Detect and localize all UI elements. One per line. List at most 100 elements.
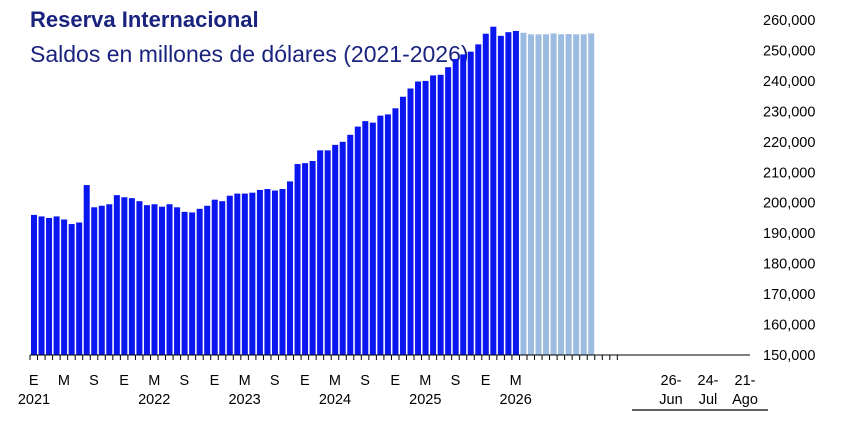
monthly-bar — [460, 54, 467, 355]
y-tick-label: 240,000 — [763, 74, 815, 90]
y-tick-label: 230,000 — [763, 104, 815, 120]
x-axis-labels: E M S E M S E M S E M S E M S E M 2021 2022 2023 2024 2025 202… — [18, 373, 758, 408]
weekly-bar — [580, 34, 587, 356]
monthly-bar — [151, 204, 158, 355]
monthly-bar — [467, 51, 474, 356]
x-month-label: S — [89, 373, 99, 389]
monthly-bar — [61, 219, 68, 355]
monthly-bar — [226, 195, 233, 355]
monthly-bar — [143, 205, 150, 355]
x-month-label: M — [510, 373, 522, 389]
monthly-bar — [256, 189, 263, 355]
monthly-bar — [415, 81, 422, 356]
x-month-label: S — [270, 373, 280, 389]
monthly-bar — [497, 35, 504, 356]
monthly-bar — [38, 216, 45, 355]
monthly-bar — [211, 199, 218, 355]
monthly-bar — [452, 58, 459, 355]
x-year-label: 2022 — [138, 392, 170, 408]
monthly-bar — [437, 74, 444, 355]
monthly-bar — [249, 192, 256, 355]
monthly-bar — [234, 193, 241, 355]
monthly-bar — [204, 205, 211, 355]
x-month-label: E — [390, 373, 400, 389]
monthly-bar — [287, 181, 294, 355]
monthly-bar — [166, 204, 173, 355]
x-year-label: 2021 — [18, 392, 50, 408]
x-month-label: E — [119, 373, 129, 389]
y-tick-label: 180,000 — [763, 257, 815, 273]
monthly-bar — [347, 134, 354, 355]
monthly-bar — [121, 197, 128, 355]
monthly-bar — [106, 204, 113, 355]
monthly-bar — [128, 198, 135, 355]
x-axis-ticks — [29, 355, 618, 360]
monthly-bar — [196, 208, 203, 355]
monthly-bar — [279, 189, 286, 355]
monthly-bar — [113, 195, 120, 355]
monthly-bar — [332, 144, 339, 355]
x-year-label: 2026 — [500, 392, 532, 408]
monthly-bar — [91, 207, 98, 355]
weekly-bar — [535, 34, 542, 356]
y-tick-label: 190,000 — [763, 226, 815, 242]
x-month-label: S — [360, 373, 370, 389]
monthly-bar — [189, 212, 196, 355]
monthly-bar — [482, 33, 489, 355]
weekly-bar — [588, 33, 595, 356]
y-tick-label: 160,000 — [763, 318, 815, 334]
monthly-bar — [181, 211, 188, 355]
weekly-bar — [558, 34, 565, 356]
x-week-day-label: 21- — [735, 373, 756, 389]
monthly-bar — [407, 88, 414, 356]
weekly-bar — [520, 32, 527, 355]
monthly-bar — [76, 222, 83, 355]
monthly-bar — [505, 32, 512, 356]
x-week-day-label: 24- — [698, 373, 719, 389]
weekly-bar — [550, 33, 557, 356]
monthly-bar — [354, 126, 361, 355]
weekly-bar — [565, 34, 572, 355]
y-tick-label: 220,000 — [763, 135, 815, 151]
chart-title: Reserva Internacional — [30, 7, 259, 32]
monthly-bar — [399, 96, 406, 355]
monthly-bar — [294, 164, 301, 355]
x-week-month-label: Ago — [732, 392, 758, 408]
monthly-bar — [475, 44, 482, 356]
chart-subtitle: Saldos en millones de dólares (2021-2026… — [30, 41, 469, 67]
monthly-bar — [241, 193, 248, 355]
x-month-label: E — [481, 373, 491, 389]
x-week-day-label: 26- — [661, 373, 682, 389]
x-week-month-label: Jun — [659, 392, 682, 408]
monthly-bar — [309, 161, 316, 355]
monthly-bar — [68, 224, 75, 355]
monthly-bar — [159, 206, 166, 355]
y-tick-label: 210,000 — [763, 165, 815, 181]
x-month-label: E — [210, 373, 220, 389]
bars-group — [31, 26, 595, 356]
y-tick-label: 150,000 — [763, 348, 815, 364]
monthly-bar — [317, 150, 324, 355]
monthly-bar — [362, 121, 369, 355]
x-month-label: S — [180, 373, 190, 389]
monthly-bar — [512, 30, 519, 356]
y-tick-label: 200,000 — [763, 196, 815, 212]
x-month-label: E — [300, 373, 310, 389]
weekly-bar — [573, 34, 580, 356]
x-month-label: M — [148, 373, 160, 389]
monthly-bar — [271, 190, 278, 355]
monthly-bar — [264, 189, 271, 355]
y-tick-label: 250,000 — [763, 43, 815, 59]
monthly-bar — [392, 108, 399, 355]
monthly-bar — [369, 122, 376, 355]
monthly-bar — [445, 67, 452, 355]
monthly-bar — [53, 216, 60, 355]
x-month-label: M — [239, 373, 251, 389]
x-month-label: S — [451, 373, 461, 389]
x-month-label: M — [58, 373, 70, 389]
y-tick-label: 170,000 — [763, 287, 815, 303]
x-week-month-label: Jul — [699, 392, 718, 408]
monthly-bar — [46, 217, 53, 355]
monthly-bar — [98, 205, 105, 355]
